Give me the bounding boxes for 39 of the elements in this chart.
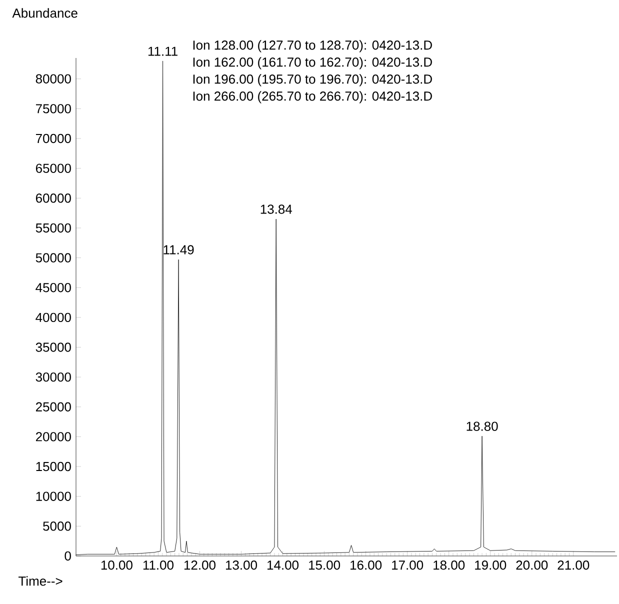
- x-tick-label: 19.00: [475, 560, 506, 570]
- x-tick-label: 21.00: [558, 560, 590, 570]
- annotation: Ion 196.00 (195.70 to 196.70): 0420-13.D: [193, 74, 432, 86]
- y-tick-label: 80000: [36, 74, 71, 84]
- y-tick-label: 5000: [43, 522, 71, 531]
- y-tick-label: 0: [64, 551, 71, 561]
- annotation: Ion 162.00 (161.70 to 162.70): 0420-13.D: [193, 57, 432, 70]
- text: Ion 128.00 (127.70 to 128.70): 0420-13.D: [193, 40, 432, 52]
- y-tick-label: 45000: [36, 283, 71, 292]
- x-tick-label: 20.00: [516, 560, 548, 570]
- annotation: 11.49: [164, 245, 194, 254]
- y-axis-title: Abundance: [12, 8, 78, 18]
- y-tick-label: 55000: [36, 223, 71, 233]
- y-tick-label: 30000: [36, 372, 71, 382]
- annotation: Ion 266.00 (265.70 to 266.70): 0420-13.D: [193, 91, 432, 104]
- x-tick-label: 15.00: [309, 560, 340, 570]
- annotation: 11.11: [148, 46, 178, 56]
- y-tick-label: 35000: [36, 342, 71, 352]
- y-tick-label: 40000: [36, 312, 71, 322]
- x-tick-label: 14.00: [267, 560, 299, 570]
- y-tick-label: 60000: [36, 194, 71, 203]
- y-tick-label: 20000: [36, 432, 71, 442]
- annotation: 18.80: [466, 422, 498, 431]
- x-tick-label: 16.00: [350, 560, 382, 570]
- y-tick-label: 50000: [36, 253, 71, 262]
- x-axis-title: Time-->: [18, 576, 62, 586]
- x-tick-label: 18.00: [434, 560, 465, 570]
- x-tick-label: 12.00: [184, 560, 216, 570]
- x-tick-label: 13.00: [226, 560, 258, 570]
- y-tick-label: 65000: [36, 164, 71, 173]
- y-tick-label: 15000: [36, 462, 71, 472]
- x-tick-label: 10.00: [101, 560, 132, 570]
- x-tick-label: 11.00: [143, 560, 174, 570]
- y-tick-label: 70000: [36, 134, 71, 144]
- y-tick-label: 10000: [36, 492, 71, 501]
- x-tick-label: 17.00: [392, 560, 424, 570]
- y-tick-label: 25000: [36, 402, 71, 412]
- annotation: 13.84: [260, 204, 292, 214]
- y-tick-label: 75000: [36, 104, 71, 114]
